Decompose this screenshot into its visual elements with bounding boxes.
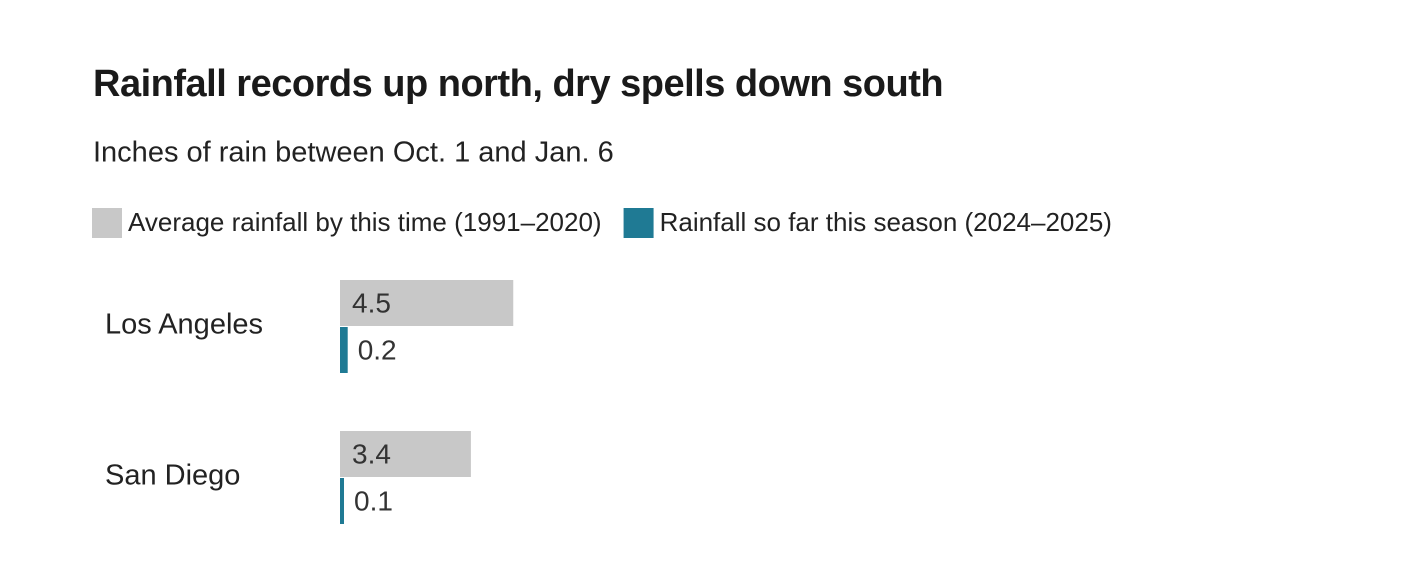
bar bbox=[340, 327, 348, 373]
category-label: San Diego bbox=[105, 460, 240, 492]
legend-label: Rainfall so far this season (2024–2025) bbox=[660, 207, 1112, 237]
chart-title: Rainfall records up north, dry spells do… bbox=[93, 63, 943, 105]
legend-label: Average rainfall by this time (1991–2020… bbox=[128, 207, 602, 237]
value-label: 0.2 bbox=[358, 334, 397, 365]
chart-subtitle: Inches of rain between Oct. 1 and Jan. 6 bbox=[93, 137, 614, 169]
legend-swatch bbox=[92, 208, 122, 238]
legend-swatch bbox=[623, 208, 654, 238]
value-label: 0.1 bbox=[354, 485, 393, 516]
value-label: 4.5 bbox=[352, 287, 391, 318]
bar bbox=[340, 280, 514, 326]
value-label: 3.4 bbox=[352, 438, 391, 469]
bar bbox=[340, 478, 344, 524]
bar bbox=[340, 431, 471, 477]
category-label: Los Angeles bbox=[105, 309, 263, 341]
